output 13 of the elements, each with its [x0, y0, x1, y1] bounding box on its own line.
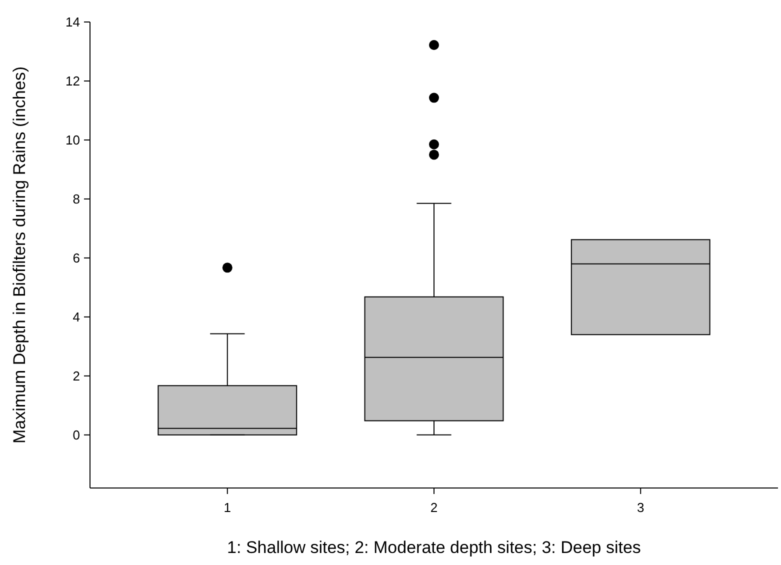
y-tick-label: 8: [72, 192, 80, 207]
y-tick-label: 4: [72, 309, 80, 324]
y-tick-label: 12: [66, 74, 80, 89]
x-tick-label: 1: [224, 500, 232, 515]
x-tick-label: 3: [636, 500, 644, 515]
x-tick-label: 2: [430, 500, 438, 515]
y-tick-label: 6: [72, 250, 80, 266]
y-tick-label: 10: [66, 132, 80, 148]
y-tick-label: 2: [72, 368, 80, 384]
x-axis-title: 1: Shallow sites; 2: Moderate depth sites; 3: Deep sites: [227, 538, 641, 557]
y-axis-title: Maximum Depth in Biofilters during Rains (inches): [10, 66, 29, 444]
y-tick-label: 0: [72, 427, 80, 442]
y-tick-label: 14: [66, 14, 80, 30]
